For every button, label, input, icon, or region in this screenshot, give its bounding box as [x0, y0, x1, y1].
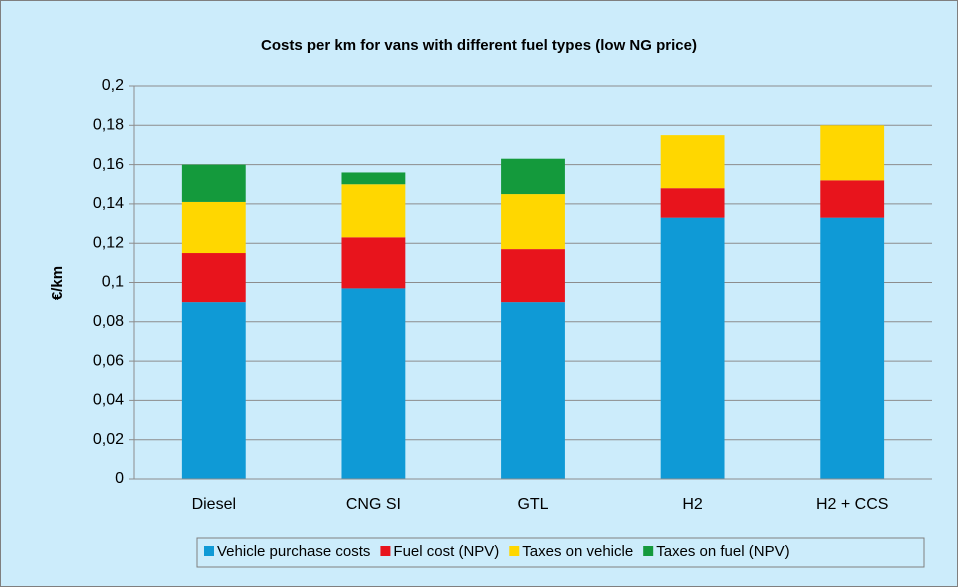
y-tick-label: 0 — [115, 470, 124, 487]
legend-swatch — [204, 546, 214, 556]
y-tick-label: 0,12 — [93, 234, 124, 251]
bar-segment — [820, 125, 885, 181]
bar-segment — [660, 135, 725, 189]
chart-title: Costs per km for vans with different fue… — [261, 37, 697, 54]
y-tick-label: 0,04 — [93, 392, 124, 409]
legend-swatch — [643, 546, 654, 556]
bar-segment — [181, 201, 246, 254]
bar-segment — [820, 180, 885, 218]
legend-box — [196, 537, 925, 568]
bar-segment — [341, 288, 406, 479]
y-axis-label: €/km — [49, 266, 66, 300]
y-tick-label: 0,06 — [93, 352, 124, 369]
x-tick-label: H2 — [682, 496, 703, 513]
bar-segment — [341, 172, 406, 185]
bar-segment — [660, 217, 725, 479]
bar-segment — [181, 164, 246, 202]
legend-label: Taxes on fuel (NPV) — [656, 543, 789, 560]
x-tick-label: Diesel — [192, 496, 236, 513]
legend-swatch — [509, 546, 520, 556]
y-tick-label: 0,18 — [93, 117, 124, 134]
y-tick-label: 0,08 — [93, 313, 124, 330]
bar-segment — [341, 184, 406, 238]
bar-segment — [820, 217, 885, 479]
legend-label: Taxes on vehicle — [522, 543, 633, 560]
bar-segment — [341, 237, 406, 289]
x-tick-label: GTL — [517, 496, 548, 513]
x-tick-label: H2 + CCS — [816, 496, 888, 513]
y-tick-label: 0,16 — [93, 156, 124, 173]
bar-segment — [181, 302, 246, 479]
legend-label: Vehicle purchase costs — [217, 543, 370, 560]
y-tick-label: 0,2 — [102, 77, 124, 94]
bar-segment — [501, 158, 565, 195]
y-tick-label: 0,1 — [102, 274, 124, 291]
y-tick-label: 0,14 — [93, 195, 124, 212]
legend-label: Fuel cost (NPV) — [393, 543, 499, 560]
x-tick-label: CNG SI — [346, 496, 401, 513]
legend-swatch — [380, 546, 391, 556]
bar-segment — [501, 194, 565, 250]
y-tick-label: 0,02 — [93, 431, 124, 448]
bar-segment — [501, 302, 565, 479]
bar-segment — [660, 188, 725, 218]
bar-segment — [501, 249, 565, 303]
bar-segment — [181, 253, 246, 303]
